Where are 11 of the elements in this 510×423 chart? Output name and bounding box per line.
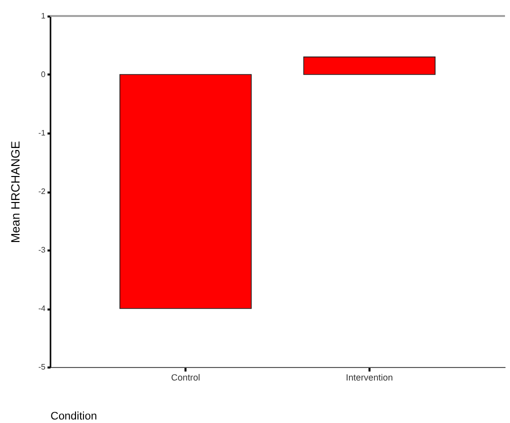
y-tick-label: -5 — [38, 362, 46, 372]
x-tick-label: Control — [171, 372, 200, 382]
y-tick-label: -4 — [38, 304, 46, 313]
y-tick-label: 1 — [41, 12, 46, 20]
y-tick-label: 0 — [41, 70, 46, 79]
x-axis-title: Condition — [50, 410, 97, 422]
x-tick-label: Intervention — [346, 372, 393, 382]
y-tick-label: -3 — [38, 246, 46, 254]
y-axis-title: Mean HRCHANGE — [8, 140, 22, 244]
y-tick-label: -2 — [38, 187, 46, 196]
y-tick-label: -1 — [38, 128, 46, 138]
